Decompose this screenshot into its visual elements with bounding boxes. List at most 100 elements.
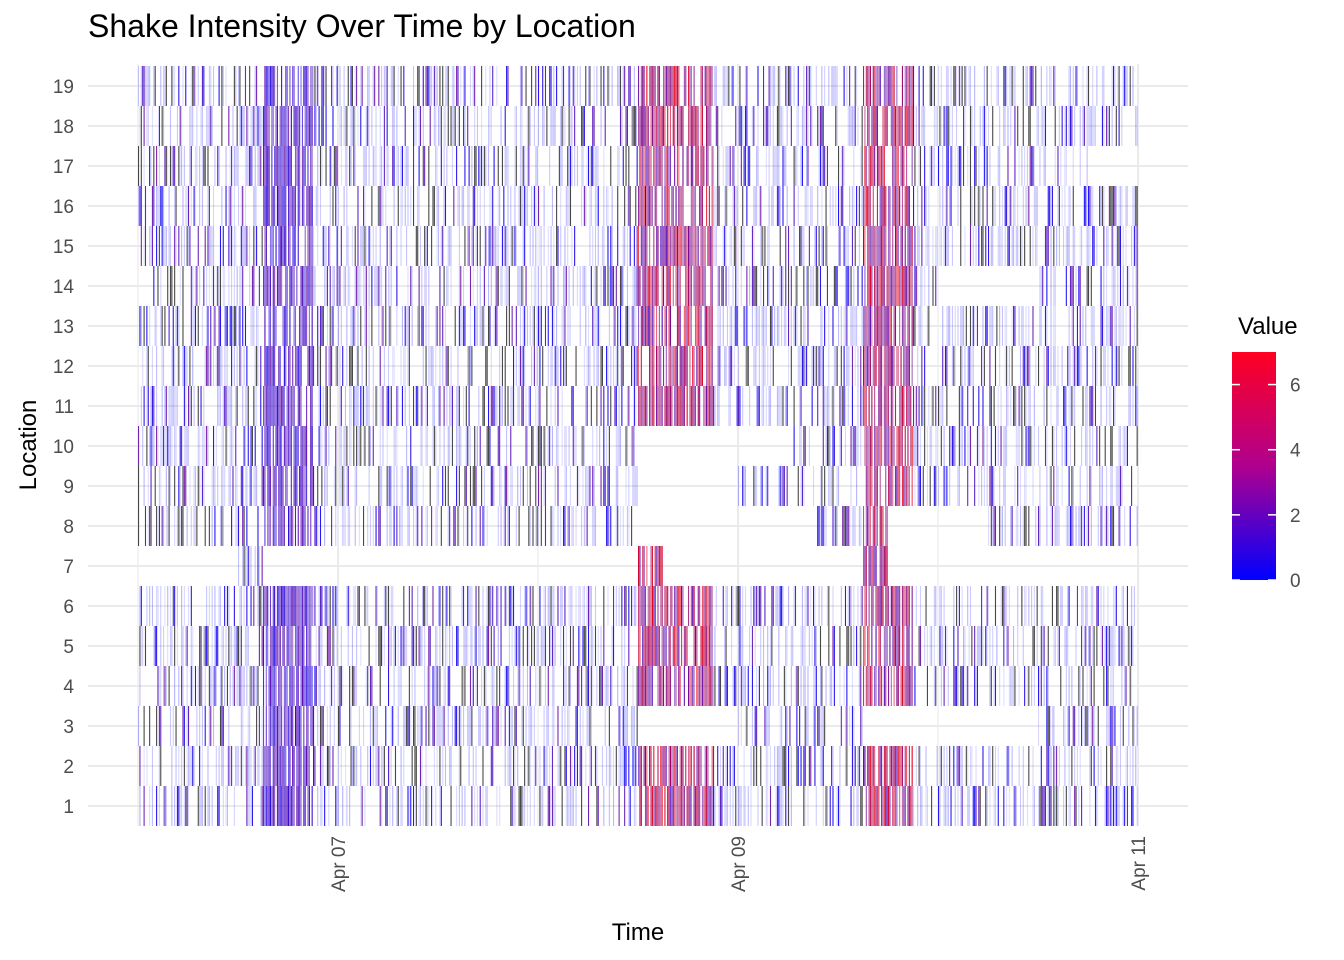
heatmap-cell	[664, 586, 666, 626]
heatmap-cell	[290, 506, 292, 546]
heatmap-cell	[667, 226, 669, 266]
heatmap-cell	[1079, 466, 1081, 506]
heatmap-cell	[535, 266, 537, 306]
heatmap-cell	[300, 506, 302, 546]
heatmap-cell	[411, 746, 413, 786]
heatmap-cell	[374, 266, 376, 306]
heatmap-cell	[303, 266, 305, 306]
heatmap-cell	[222, 506, 224, 546]
heatmap-cell	[524, 746, 526, 786]
heatmap-cell	[899, 626, 901, 666]
heatmap-cell	[307, 186, 309, 226]
heatmap-cell	[335, 426, 337, 466]
heatmap-cell	[1107, 786, 1109, 826]
heatmap-cell	[368, 346, 370, 386]
heatmap-cell	[1119, 266, 1122, 306]
heatmap-cell	[808, 226, 810, 266]
heatmap-cell	[886, 746, 888, 786]
heatmap-cell	[706, 386, 708, 426]
heatmap-cell	[804, 306, 806, 346]
heatmap-cell	[1068, 226, 1070, 266]
heatmap-cell	[293, 226, 295, 266]
heatmap-cell	[215, 266, 217, 306]
heatmap-cell	[776, 746, 778, 786]
heatmap-cell	[556, 186, 558, 226]
heatmap-cell	[174, 666, 176, 706]
heatmap-cell	[258, 546, 260, 586]
heatmap-cell	[278, 626, 280, 666]
heatmap-cell	[853, 626, 855, 666]
heatmap-cell	[443, 426, 445, 466]
heatmap-cell	[425, 506, 427, 546]
heatmap-cell	[143, 746, 145, 786]
heatmap-cell	[397, 706, 399, 746]
heatmap-cell	[594, 266, 597, 306]
heatmap-cell	[1117, 746, 1119, 786]
heatmap-cell	[981, 226, 983, 266]
heatmap-cell	[622, 226, 624, 266]
heatmap-cell	[767, 626, 769, 666]
heatmap-cell	[1024, 586, 1026, 626]
heatmap-cell	[967, 786, 969, 826]
heatmap-cell	[932, 226, 934, 266]
heatmap-cell	[543, 626, 545, 666]
heatmap-cell	[272, 506, 274, 546]
heatmap-cell	[874, 266, 876, 306]
heatmap-cell	[718, 386, 720, 426]
heatmap-cell	[307, 786, 309, 826]
heatmap-cell	[899, 386, 901, 426]
heatmap-cell	[763, 346, 765, 386]
heatmap-cell	[608, 786, 610, 826]
heatmap-cell	[1043, 786, 1045, 826]
heatmap-cell	[428, 786, 430, 826]
heatmap-cell	[853, 306, 855, 346]
heatmap-cell	[261, 626, 263, 666]
heatmap-cell	[250, 426, 252, 466]
heatmap-cell	[381, 386, 383, 426]
heatmap-cell	[892, 226, 894, 266]
heatmap-cell	[908, 786, 910, 826]
heatmap-cell	[886, 626, 888, 666]
heatmap-cell	[193, 386, 195, 426]
heatmap-cell	[674, 346, 676, 386]
heatmap-cell	[447, 666, 449, 706]
heatmap-cell	[1121, 306, 1123, 346]
heatmap-cell	[1006, 626, 1008, 666]
heatmap-cell	[640, 786, 642, 826]
heatmap-cell	[463, 266, 465, 306]
heatmap-cell	[363, 706, 365, 746]
heatmap-cell	[536, 346, 538, 386]
heatmap-cell	[651, 586, 653, 626]
heatmap-cell	[525, 426, 527, 466]
heatmap-cell	[893, 666, 895, 706]
heatmap-cell	[469, 426, 472, 466]
heatmap-cell	[293, 466, 295, 506]
heatmap-cell	[557, 266, 559, 306]
heatmap-cell	[588, 706, 590, 746]
heatmap-cell	[658, 786, 660, 826]
heatmap-cell	[363, 186, 365, 226]
heatmap-cell	[800, 226, 802, 266]
heatmap-cell	[324, 466, 326, 506]
heatmap-cell	[194, 306, 197, 346]
heatmap-cell	[667, 266, 669, 306]
heatmap-cell	[222, 466, 224, 506]
heatmap-cell	[472, 746, 474, 786]
heatmap-cell	[586, 666, 588, 706]
heatmap-cell	[464, 306, 466, 346]
heatmap-cell	[688, 226, 690, 266]
heatmap-cell	[467, 346, 469, 386]
heatmap-cell	[685, 266, 687, 306]
heatmap-cell	[586, 386, 588, 426]
heatmap-cell	[711, 386, 713, 426]
heatmap-cell	[346, 226, 348, 266]
heatmap-cell	[1085, 386, 1087, 426]
heatmap-cell	[886, 786, 888, 826]
heatmap-cell	[596, 266, 598, 306]
heatmap-cell	[271, 386, 273, 426]
heatmap-cell	[532, 506, 534, 546]
heatmap-cell	[242, 226, 244, 266]
heatmap-cell	[1007, 626, 1009, 666]
heatmap-cell	[1033, 586, 1035, 626]
heatmap-cell	[244, 306, 247, 346]
